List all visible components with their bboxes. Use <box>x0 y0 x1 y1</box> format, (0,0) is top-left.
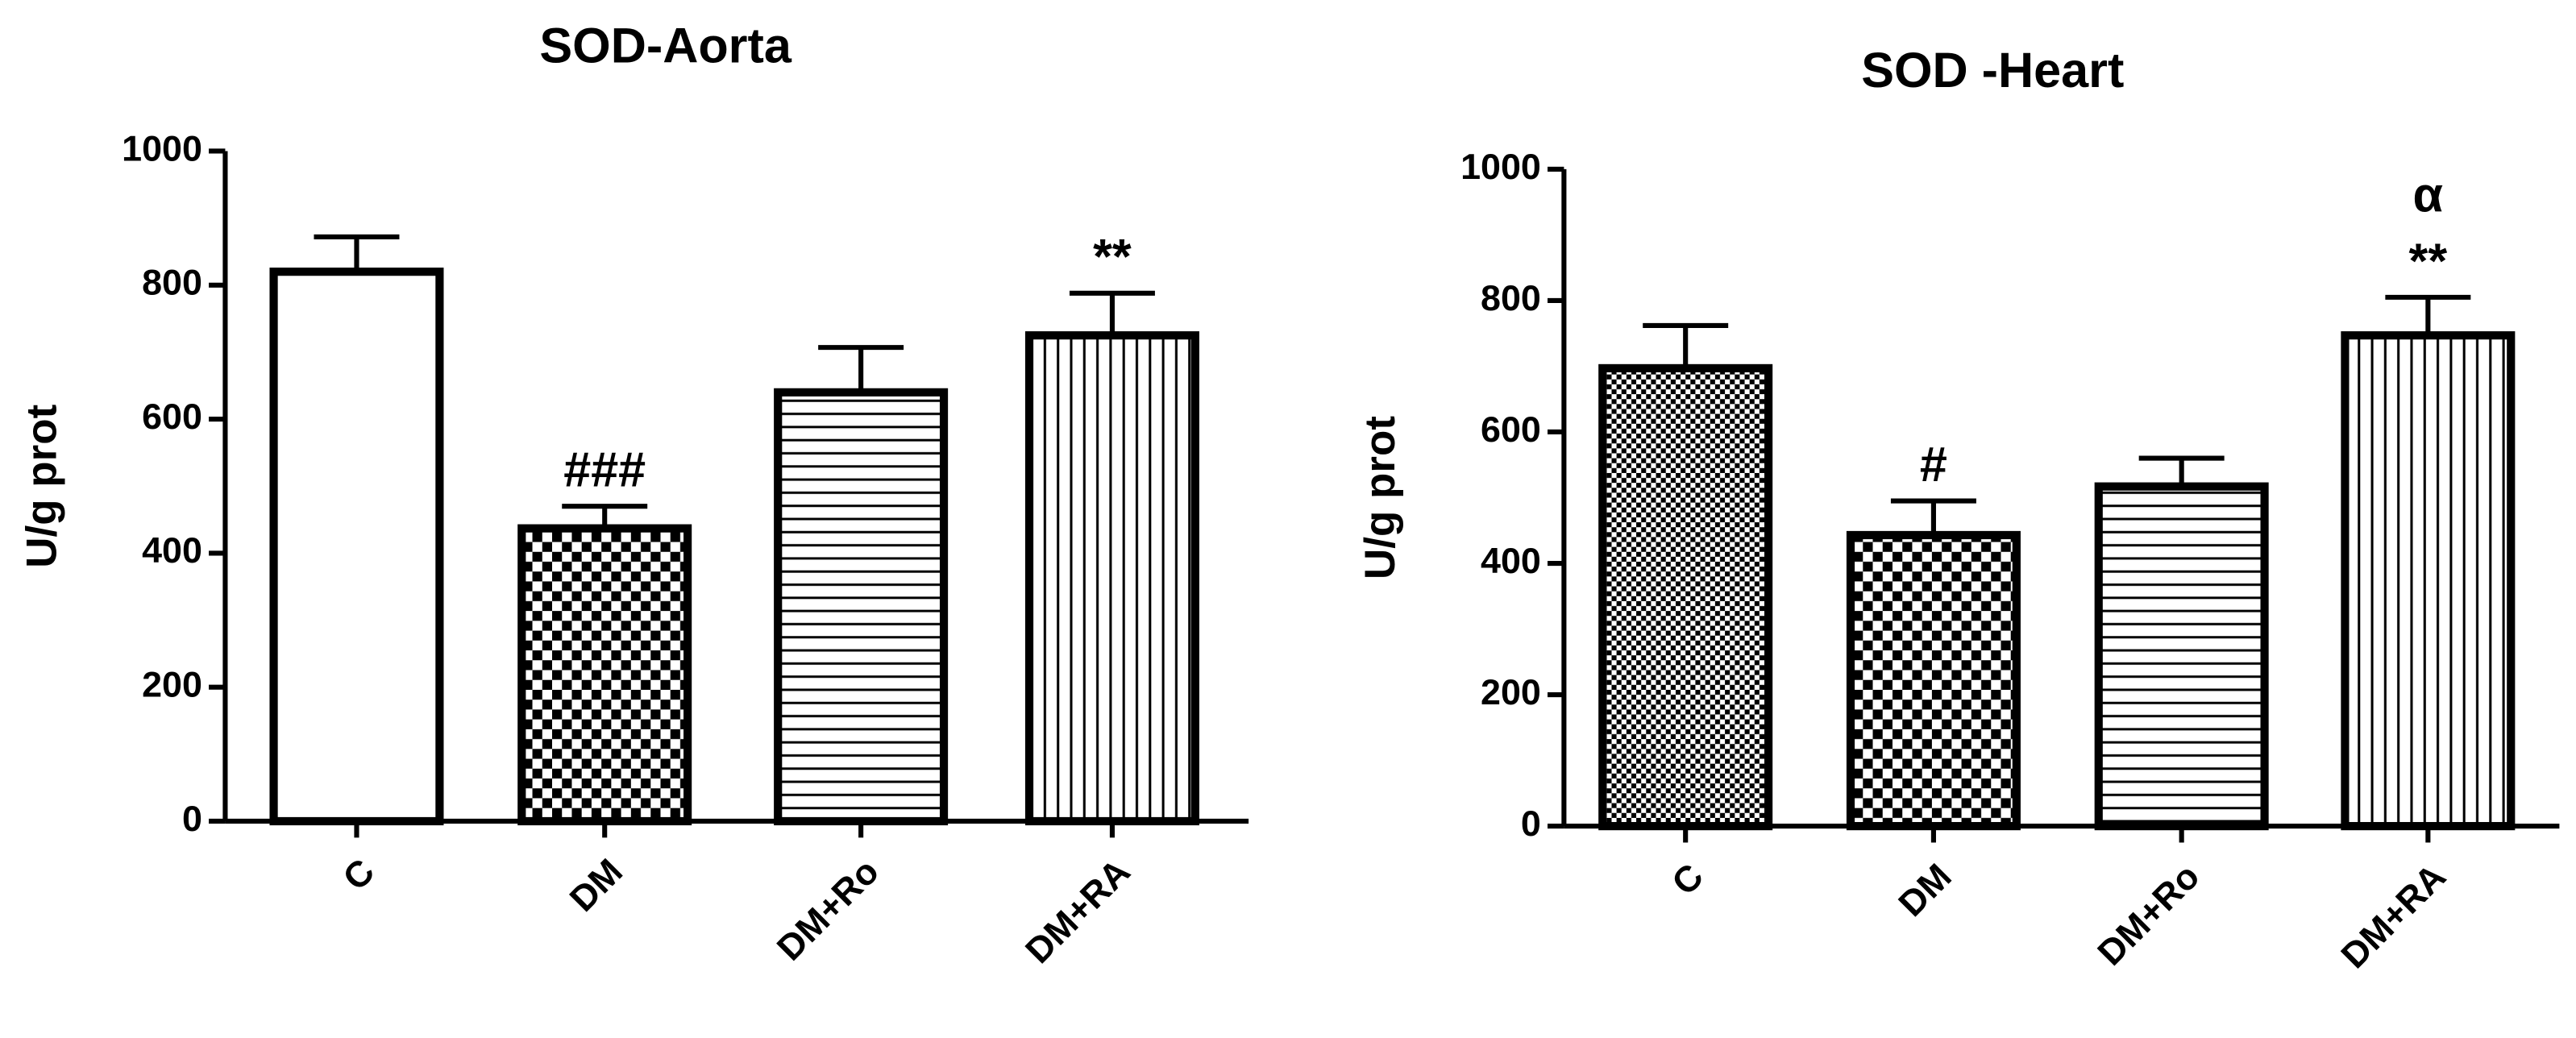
chart-title: SOD -Heart <box>1861 43 2124 98</box>
annotation: ** <box>1093 229 1132 284</box>
y-tick-label: 0 <box>182 798 202 839</box>
x-tick-label: DM <box>1890 856 1959 924</box>
annotation: # <box>1920 437 1947 492</box>
error-bar <box>1890 498 1976 535</box>
y-tick-label: 200 <box>1481 671 1541 712</box>
x-tick-label: DM <box>562 850 630 919</box>
error-bar <box>2138 455 2225 487</box>
y-tick-label: 400 <box>142 529 202 571</box>
y-axis-label: U/g prot <box>1357 416 1404 579</box>
bar <box>2094 482 2269 831</box>
chart: SOD-Aorta U/g prot 0 200 400 600 800 1000 C DM DM+… <box>18 18 1249 971</box>
error-bar <box>818 345 904 392</box>
y-tick-label: 600 <box>1481 409 1541 450</box>
bar <box>1598 363 1773 831</box>
error-bar <box>314 234 400 272</box>
bar <box>1846 530 2021 831</box>
x-tick-label: C <box>1664 856 1711 903</box>
y-tick-label: 800 <box>1481 277 1541 318</box>
annotation: α <box>2413 168 2444 222</box>
annotation: ** <box>2409 233 2448 288</box>
bar <box>1024 331 1199 826</box>
y-tick-label: 800 <box>142 262 202 303</box>
x-tick-label: C <box>334 850 382 898</box>
y-tick-label: 1000 <box>122 127 202 168</box>
error-bar <box>2385 294 2471 336</box>
error-bar <box>1069 290 1155 336</box>
annotation: ### <box>563 442 646 497</box>
bar <box>269 268 444 826</box>
x-tick-label: DM+RA <box>2333 856 2453 977</box>
x-tick-label: DM+RA <box>1017 850 1138 971</box>
bar <box>2341 331 2516 831</box>
y-tick-label: 0 <box>1521 803 1541 844</box>
bar <box>774 388 949 826</box>
bar <box>517 524 692 826</box>
error-bar <box>562 504 648 529</box>
y-axis-label: U/g prot <box>18 405 65 568</box>
x-tick-label: DM+Ro <box>2089 856 2207 974</box>
x-tick-label: DM+Ro <box>769 850 887 968</box>
y-tick-label: 200 <box>142 664 202 705</box>
y-tick-label: 1000 <box>1460 146 1541 187</box>
chart-title: SOD-Aorta <box>539 18 791 73</box>
error-bar <box>1643 322 1729 368</box>
y-tick-label: 600 <box>142 396 202 437</box>
chart: SOD -Heart U/g prot 0 200 400 600 800 1000 C DM DM… <box>1357 43 2560 977</box>
y-tick-label: 400 <box>1481 540 1541 581</box>
